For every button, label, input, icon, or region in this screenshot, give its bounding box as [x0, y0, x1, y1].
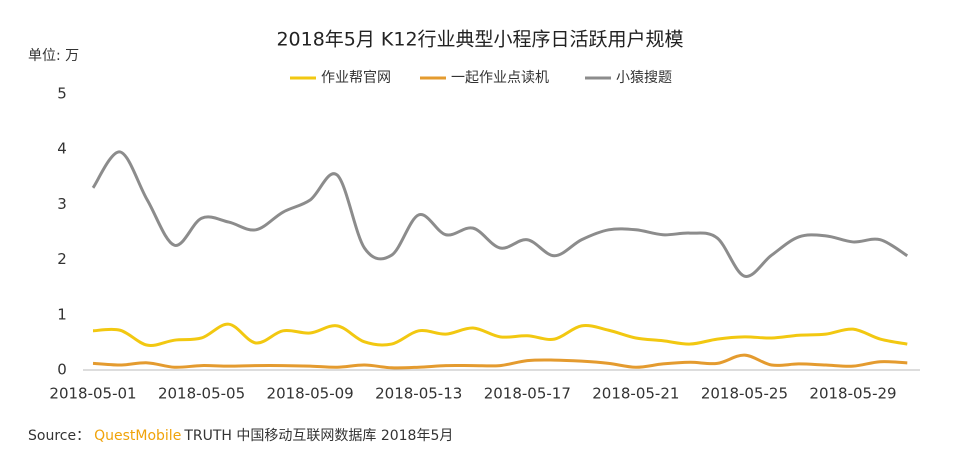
x-tick-label: 2018-05-17	[484, 385, 571, 403]
source-prefix: Source：	[28, 428, 90, 444]
legend-label: 小猿搜题	[616, 70, 672, 86]
y-unit-label: 单位: 万	[28, 48, 79, 64]
x-tick-label: 2018-05-25	[701, 385, 788, 403]
x-tick-label: 2018-05-13	[375, 385, 462, 403]
y-tick-label: 2	[57, 250, 67, 268]
y-tick-label: 1	[57, 305, 67, 323]
source: Source： QuestMobile TRUTH 中国移动互联网数据库 2018年…	[28, 428, 453, 444]
x-tick-label: 2018-05-05	[158, 385, 245, 403]
chart-title: 2018年5月 K12行业典型小程序日活跃用户规模	[276, 29, 683, 51]
legend-label: 作业帮官网	[321, 70, 391, 86]
legend-label: 一起作业点读机	[451, 69, 549, 86]
x-tick-label: 2018-05-29	[809, 385, 896, 403]
x-tick-label: 2018-05-09	[267, 385, 354, 403]
series-line	[92, 322, 908, 347]
x-tick-label: 2018-05-21	[592, 385, 679, 403]
y-tick-label: 4	[57, 140, 67, 158]
y-tick-label: 5	[57, 85, 67, 103]
y-tick-label: 3	[57, 195, 67, 213]
series-line	[92, 353, 908, 370]
y-tick-label: 0	[57, 361, 67, 379]
series-line	[91, 150, 909, 278]
x-tick-label: 2018-05-01	[49, 385, 136, 403]
source-brand: QuestMobile	[94, 428, 181, 444]
source-rest: TRUTH 中国移动互联网数据库 2018年5月	[183, 428, 453, 444]
